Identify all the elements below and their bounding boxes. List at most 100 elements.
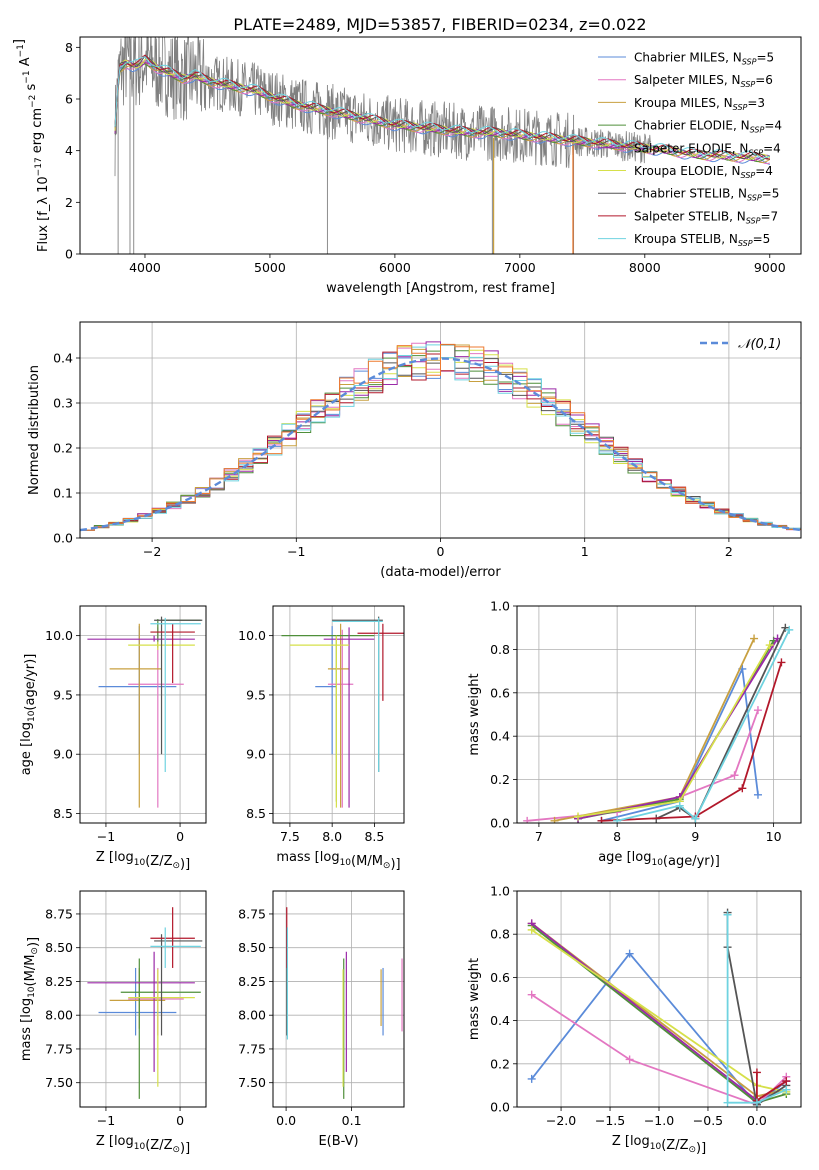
y-tick-label: 8.50	[238, 940, 266, 955]
weight-marker-8	[723, 1098, 732, 1107]
x-tick-label: 0.0	[747, 1113, 767, 1128]
plot-area-age_vs_Z	[87, 616, 203, 808]
y-tick-label: 8	[65, 40, 73, 55]
y-tick-label: 7.75	[45, 1041, 73, 1056]
weight-line-3	[577, 640, 775, 820]
model-spectrum-7	[114, 54, 770, 160]
y-tick-label: 8.25	[45, 974, 73, 989]
x-tick-label: 6000	[379, 260, 411, 275]
weight-marker-8	[613, 816, 622, 823]
legend-entry-3: Chabrier ELODIE, NSSP=4	[634, 119, 782, 135]
y-tick-label: 4	[65, 143, 73, 158]
x-tick-label: 0.1	[342, 1113, 362, 1128]
y-tick-label: 1.0	[490, 599, 510, 614]
weight-marker-7	[597, 816, 606, 823]
plot-area-mass_vs_Z	[87, 907, 203, 1099]
plot-area-mass_vs_ebv	[286, 907, 403, 1099]
x-tick-label: 0	[437, 544, 445, 559]
legend-normal-label: 𝒩(0,1)	[738, 337, 781, 352]
y-tick-label: 0.4	[490, 1013, 510, 1028]
plot-area-age_vs_mass	[281, 616, 404, 808]
y-tick-label: 0.8	[490, 927, 510, 942]
y-tick-label: 8.5	[246, 806, 266, 821]
y-tick-label: 8.50	[45, 940, 73, 955]
y-axis-label: mass [log10(M/M⊙)]	[19, 937, 41, 1061]
weight-line-8	[726, 914, 787, 1104]
axes-frame	[272, 890, 405, 1108]
panel-mass_vs_Z: −1 0 7.50 7.75 8.00 8.25 8.50 8.75 Z [log10(Z/Z⊙…	[19, 890, 207, 1156]
y-tick-label: 8.75	[238, 906, 266, 921]
weight-marker-8	[752, 1098, 761, 1107]
x-tick-label: 4000	[129, 260, 161, 275]
panel-spectrum: 4000 5000 6000 7000 8000 9000 0 2 4 6 8 wavelength …	[12, 36, 802, 296]
weight-line-7	[601, 662, 783, 822]
x-tick-label: 7000	[504, 260, 536, 275]
x-tick-label: −1.5	[595, 1113, 625, 1128]
x-tick-label: −2	[143, 544, 161, 559]
weight-marker-7	[777, 658, 786, 667]
weight-marker-1	[625, 1055, 634, 1064]
y-tick-label: 0.1	[53, 486, 73, 501]
y-tick-label: 0.3	[53, 396, 73, 411]
y-tick-label: 7.75	[238, 1041, 266, 1056]
weight-marker-2	[750, 634, 759, 643]
y-tick-label: 9.5	[246, 687, 266, 702]
y-tick-label: 0.2	[490, 772, 510, 787]
axes-frame	[79, 36, 802, 255]
weight-marker-7	[782, 1077, 791, 1086]
weight-marker-8	[675, 801, 684, 810]
weight-marker-7	[738, 784, 747, 793]
x-tick-label: 7.5	[280, 829, 300, 844]
x-tick-label: 9000	[754, 260, 786, 275]
y-tick-label: 0	[65, 247, 73, 262]
y-tick-label: 0.4	[490, 729, 510, 744]
x-tick-label: 0	[176, 1113, 184, 1128]
y-tick-label: 9.0	[246, 747, 266, 762]
x-tick-label: 5000	[254, 260, 286, 275]
y-tick-label: 0.0	[490, 816, 510, 831]
weight-marker-1	[730, 771, 739, 780]
weight-marker-1	[523, 816, 532, 823]
panel-mass_vs_ebv: 0.0 0.1 7.50 7.75 8.00 8.25 8.50 8.75 E(B-V)	[238, 890, 405, 1149]
weight-marker-5	[765, 641, 774, 650]
y-axis-label: mass weight	[467, 673, 482, 755]
y-tick-label: 8.5	[53, 806, 73, 821]
y-tick-label: 9.0	[53, 747, 73, 762]
x-tick-label: −1	[97, 1113, 115, 1128]
y-tick-label: 0.8	[490, 642, 510, 657]
legend-spectrum: Chabrier MILES, NSSP=5 Salpeter MILES, NS…	[598, 51, 782, 248]
x-tick-label: −1	[287, 544, 305, 559]
y-tick-label: 2	[65, 195, 73, 210]
y-tick-label: 1.0	[490, 884, 510, 899]
model-spectrum-6	[114, 55, 771, 161]
plot-area-residuals	[80, 341, 801, 532]
x-tick-label: 8	[613, 829, 621, 844]
figure-title: PLATE=2489, MJD=53857, FIBERID=0234, z=0…	[233, 15, 646, 34]
x-axis-label: (data-model)/error	[380, 565, 501, 580]
x-tick-label: 8000	[629, 260, 661, 275]
panel-age_vs_mass: 7.5 8.0 8.5 8.5 9.0 9.5 10.0 mass [log10(M/M⊙)]	[238, 605, 405, 872]
plot-area-mass_weight_vs_Z	[527, 908, 791, 1107]
weight-line-4	[577, 638, 779, 820]
x-tick-label: 9	[691, 829, 699, 844]
weight-line-8	[616, 629, 791, 822]
y-axis-label: Normed distribution	[27, 365, 42, 495]
y-tick-label: 7.50	[45, 1075, 73, 1090]
plot-area-mass_weight_vs_age	[523, 623, 794, 823]
x-axis-label: Z [log10(Z/Z⊙)]	[612, 1134, 706, 1156]
x-tick-label: 10	[766, 829, 782, 844]
legend-entry-8: Kroupa STELIB, NSSP=5	[634, 232, 770, 248]
weight-marker-0	[527, 1074, 536, 1083]
x-tick-label: 8.5	[364, 829, 384, 844]
legend-entry-5: Kroupa ELODIE, NSSP=4	[634, 164, 773, 180]
plot-area-spectrum	[114, 37, 771, 254]
x-tick-label: −2.0	[546, 1113, 576, 1128]
normal-curve	[80, 357, 801, 532]
y-tick-label: 0.2	[53, 441, 73, 456]
y-tick-label: 8.00	[238, 1008, 266, 1023]
weight-marker-0	[625, 949, 634, 958]
x-tick-label: 1	[581, 544, 589, 559]
axes-frame	[272, 605, 405, 824]
histogram-9	[80, 343, 801, 531]
weight-marker-5	[527, 925, 536, 934]
